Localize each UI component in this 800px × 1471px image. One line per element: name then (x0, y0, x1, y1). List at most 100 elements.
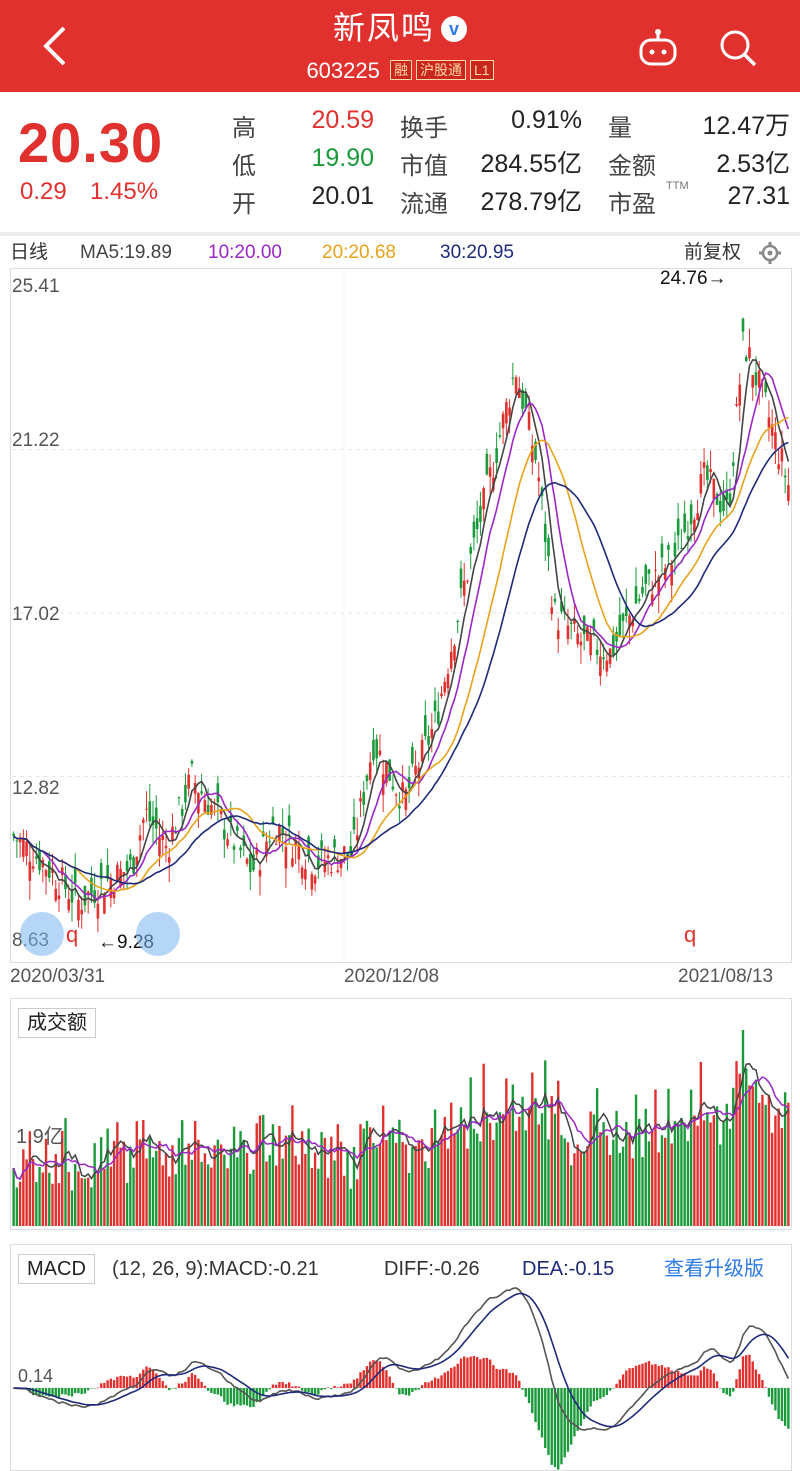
amount-bar (359, 1124, 362, 1226)
amount-bar (537, 1124, 540, 1226)
macd-hist-bar (297, 1386, 301, 1388)
candle-body (693, 519, 696, 532)
turnover-label: 换手 (400, 115, 448, 142)
candle-body (132, 857, 135, 874)
period-selector[interactable]: 日线 (10, 242, 49, 263)
candle-body (268, 841, 272, 843)
amount-bar (365, 1120, 369, 1226)
open-label: 开 (232, 191, 256, 218)
amount-bar (271, 1124, 275, 1226)
candle-body (326, 855, 330, 859)
ma5-line (13, 359, 790, 902)
candle-body (320, 840, 323, 848)
amount-bar (239, 1131, 242, 1226)
gear-icon (759, 242, 781, 264)
macd-hist-bar (667, 1367, 670, 1388)
macd-hist-bar (751, 1361, 754, 1388)
candle-body (255, 847, 259, 855)
candle-body (252, 854, 255, 871)
candle-body (560, 601, 563, 612)
amount-indicator-tab[interactable]: 成交额 (18, 1008, 96, 1038)
search-button[interactable] (716, 26, 760, 70)
candle-body (93, 890, 96, 903)
macd-hist-bar (394, 1388, 398, 1389)
amount-bar (171, 1145, 174, 1226)
amount-bar (236, 1157, 239, 1226)
amount-bar (255, 1123, 258, 1226)
amount-bar (702, 1120, 706, 1226)
macd-hist-bar (761, 1380, 764, 1388)
macd-hist-bar (618, 1379, 622, 1388)
macd-hist-bar (369, 1361, 372, 1388)
macd-hist-bar (498, 1369, 502, 1388)
scroll-right-button[interactable] (136, 912, 180, 956)
amount-bar (151, 1157, 155, 1226)
macd-hist-bar (310, 1388, 314, 1395)
macd-hist-bar (122, 1376, 126, 1388)
candle-body (394, 794, 398, 796)
macd-hist-bar (433, 1377, 437, 1388)
divider (0, 232, 800, 236)
amount-bar (728, 1128, 732, 1226)
candle-body (378, 750, 382, 756)
amount-bar (638, 1118, 641, 1226)
macd-hist-bar (197, 1378, 200, 1388)
amount-bar (278, 1125, 281, 1226)
candle-body (654, 569, 657, 571)
macd-hist-bar (725, 1388, 728, 1395)
amount-bar (291, 1105, 294, 1226)
candle-body (359, 797, 362, 802)
amount-bar (385, 1140, 388, 1226)
macd-hist-bar (518, 1380, 521, 1388)
back-button[interactable] (36, 22, 76, 70)
macd-hist-bar (239, 1388, 242, 1406)
candle-body (80, 909, 83, 915)
candle-body (624, 606, 628, 617)
macd-hist-bar (320, 1388, 323, 1391)
amount-bar (657, 1152, 660, 1226)
max-price-label: 24.76→ (660, 268, 727, 289)
amount-bar (712, 1115, 716, 1226)
macd-hist-bar (187, 1377, 190, 1388)
amount-bar (161, 1165, 164, 1226)
candle-body (566, 625, 570, 640)
macd-hist-bar (223, 1388, 226, 1402)
macd-indicator-tab[interactable]: MACD (18, 1254, 95, 1284)
macd-hist-bar (145, 1366, 148, 1388)
candle-body (459, 568, 463, 589)
robot-button[interactable] (636, 26, 680, 70)
amount-bar (787, 1102, 790, 1226)
macd-hist-bar (696, 1375, 699, 1388)
amount-bar (602, 1122, 605, 1226)
amount-bar (608, 1155, 612, 1226)
macd-hist-bar (569, 1388, 573, 1445)
upgrade-link[interactable]: 查看升级版 (664, 1258, 764, 1280)
macd-hist-bar (741, 1356, 745, 1388)
macd-hist-bar (391, 1382, 395, 1388)
adjust-selector[interactable]: 前复权 (684, 242, 742, 263)
macd-y-tick: 0.14 (18, 1366, 54, 1386)
amount-ma10-line (12, 1076, 789, 1180)
macd-hist-bar (106, 1380, 109, 1388)
settings-button[interactable] (758, 238, 782, 278)
macd-hist-bar (148, 1367, 151, 1388)
macd-hist-bar (634, 1365, 638, 1388)
macd-hist-bar (586, 1388, 589, 1412)
candle-body (615, 631, 618, 642)
macd-hist-bar (501, 1368, 505, 1388)
amount-bar (129, 1146, 132, 1226)
amount-bar (738, 1073, 741, 1226)
event-marker-icon[interactable]: q (684, 922, 697, 947)
macd-hist-bar (417, 1388, 421, 1390)
candle-body (702, 462, 706, 468)
macd-hist-bar (411, 1388, 414, 1392)
macd-hist-bar (385, 1370, 388, 1388)
macd-hist-bar (28, 1388, 32, 1393)
candle-body (35, 856, 38, 859)
candle-body (355, 835, 359, 841)
event-marker-icon[interactable]: q (66, 922, 79, 947)
candle-body (73, 867, 77, 884)
scroll-left-button[interactable] (20, 912, 64, 956)
candle-body (453, 645, 456, 661)
amount-bar (618, 1152, 622, 1226)
